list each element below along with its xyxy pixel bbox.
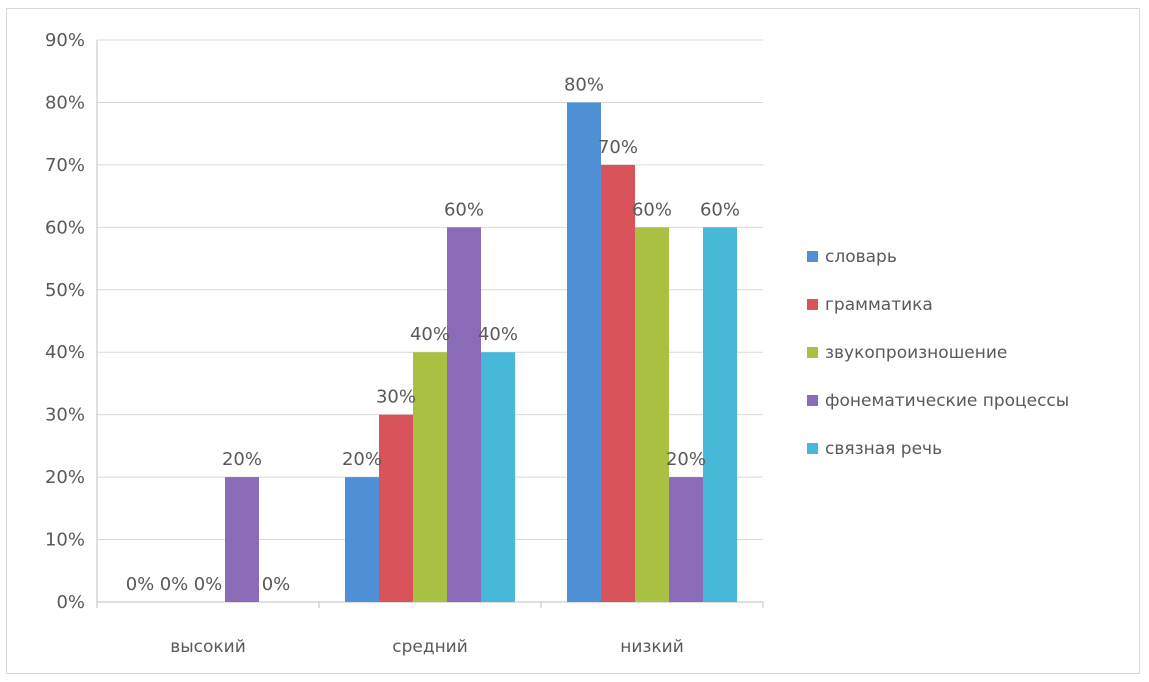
y-tick-label: 20%: [45, 467, 85, 488]
data-label: 60%: [700, 199, 740, 220]
bar: [225, 477, 259, 602]
bar-chart: 0%10%20%30%40%50%60%70%80%90% 0%20%80%0%…: [45, 30, 1069, 657]
legend-label: звукопроизношение: [825, 343, 1007, 363]
data-label: 40%: [410, 324, 450, 345]
bar: [635, 227, 669, 603]
x-axis: высокий средний низкий: [96, 602, 764, 657]
data-label: 40%: [478, 324, 518, 345]
legend-label: словарь: [825, 247, 897, 267]
x-category-label: высокий: [170, 637, 246, 657]
y-tick-label: 60%: [45, 217, 85, 238]
legend-swatch: [807, 299, 818, 310]
data-label: 0%: [160, 574, 189, 595]
legend-swatch: [807, 395, 818, 406]
data-label: 70%: [598, 137, 638, 158]
legend-label: фонематические процессы: [825, 391, 1069, 411]
bar: [703, 227, 737, 603]
legend-swatch: [807, 443, 818, 454]
bar: [481, 352, 515, 602]
bar: [601, 164, 635, 602]
y-tick-label: 30%: [45, 405, 85, 426]
chart-frame: 0% 10% 20% 30% 40% 50% 60% 70% 80% 90% 0% 20% 80% 0%…: [6, 8, 1140, 674]
bar: [345, 477, 379, 602]
bars: [225, 102, 737, 603]
y-tick-label: 40%: [45, 342, 85, 363]
data-label: 0%: [126, 574, 155, 595]
y-axis: 0% 10% 20% 30% 40% 50% 60% 70% 80% 90%: [45, 30, 98, 613]
legend-label: грамматика: [825, 295, 933, 315]
x-category-label: низкий: [620, 637, 684, 657]
data-label: 80%: [564, 74, 604, 95]
y-tick-label: 50%: [45, 280, 85, 301]
data-label: 20%: [666, 449, 706, 470]
data-label: 30%: [376, 387, 416, 408]
data-label: 0%: [262, 574, 291, 595]
data-label: 20%: [222, 449, 262, 470]
y-tick-label: 80%: [45, 92, 85, 113]
data-labels: 0% 20% 80% 0% 30% 70% 0% 40% 60% 20% 60% 20% 0% 40% 60…: [126, 74, 740, 595]
legend-label: связная речь: [825, 439, 942, 459]
bar: [413, 352, 447, 602]
data-label: 0%: [194, 574, 223, 595]
y-tick-label: 90%: [45, 30, 85, 51]
legend: словарь грамматика звукопроизношение фонема…: [807, 247, 1069, 459]
legend-swatch: [807, 347, 818, 358]
bar: [567, 102, 601, 602]
y-tick-label: 0%: [56, 592, 85, 613]
legend-swatch: [807, 251, 818, 262]
data-label: 60%: [632, 199, 672, 220]
x-category-label: средний: [392, 637, 468, 657]
data-label: 20%: [342, 449, 382, 470]
bar: [379, 414, 413, 602]
bar: [669, 477, 703, 602]
data-label: 60%: [444, 199, 484, 220]
y-tick-label: 10%: [45, 530, 85, 551]
bar: [447, 227, 481, 603]
y-tick-label: 70%: [45, 155, 85, 176]
